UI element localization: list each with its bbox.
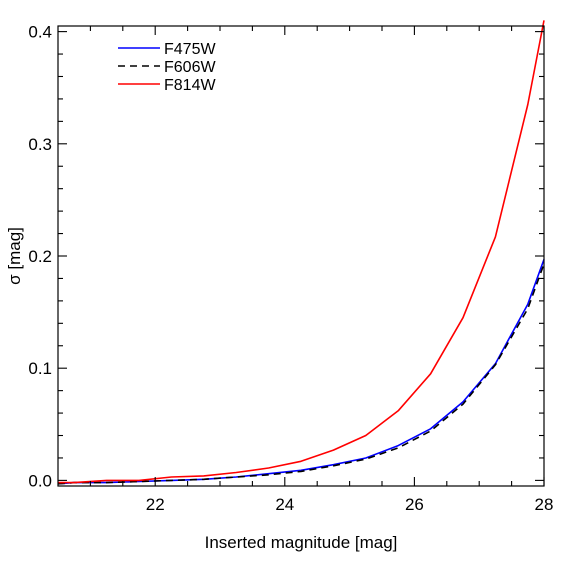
y-axis-ticks: 0.0 0.1 0.2 0.3 0.4 — [28, 23, 544, 490]
y-tick-label: 0.0 — [28, 471, 52, 490]
y-axis-title: σ [mag] — [5, 227, 24, 285]
series-line-f814w — [58, 20, 545, 484]
legend-label-f606w: F606W — [164, 59, 216, 76]
legend-label-f475w: F475W — [164, 41, 216, 58]
x-tick-label: 24 — [275, 495, 294, 514]
plot-frame — [57, 25, 545, 487]
y-tick-label: 0.1 — [28, 359, 52, 378]
x-tick-label: 22 — [146, 495, 165, 514]
x-tick-label: 26 — [405, 495, 424, 514]
x-axis-title: Inserted magnitude [mag] — [205, 533, 398, 552]
legend-label-f814w: F814W — [164, 77, 216, 94]
y-tick-label: 0.4 — [28, 23, 52, 42]
plot-lines — [57, 20, 545, 485]
series-line-f475w — [57, 259, 545, 485]
x-axis-ticks: 22 24 26 28 — [89, 26, 554, 514]
x-tick-label: 28 — [535, 495, 554, 514]
y-tick-label: 0.2 — [28, 247, 52, 266]
series-line-f606w — [57, 263, 545, 485]
y-tick-label: 0.3 — [28, 135, 52, 154]
